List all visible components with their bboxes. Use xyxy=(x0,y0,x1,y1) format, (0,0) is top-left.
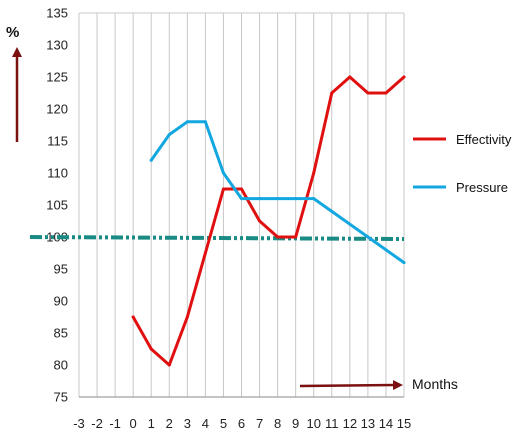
x-tick-label: 2 xyxy=(166,416,173,431)
x-tick-label: 5 xyxy=(220,416,227,431)
legend-label-pressure: Pressure xyxy=(456,180,508,195)
y-tick-label: 135 xyxy=(46,6,68,21)
data-point-effectivity xyxy=(185,315,189,319)
data-point-effectivity xyxy=(312,171,316,175)
data-point-effectivity xyxy=(402,75,406,79)
y-axis-label: % xyxy=(6,24,19,41)
x-tick-label: 10 xyxy=(306,416,320,431)
data-point-effectivity xyxy=(276,235,280,239)
data-point-pressure xyxy=(348,222,352,226)
x-tick-label: 7 xyxy=(256,416,263,431)
data-point-pressure xyxy=(276,197,280,201)
y-tick-label: 90 xyxy=(54,294,68,309)
y-tick-label: 115 xyxy=(47,134,68,149)
data-point-pressure xyxy=(312,197,316,201)
x-tick-label: -3 xyxy=(73,416,85,431)
series-line-effectivity xyxy=(131,75,406,367)
x-tick-label: 13 xyxy=(361,416,375,431)
data-point-pressure xyxy=(366,235,370,239)
x-tick-label: -2 xyxy=(91,416,103,431)
y-tick-label: 125 xyxy=(46,70,68,85)
x-tick-label: 3 xyxy=(184,416,191,431)
x-tick-label: 8 xyxy=(274,416,281,431)
data-point-pressure xyxy=(167,133,171,137)
data-point-effectivity xyxy=(366,91,370,95)
data-point-effectivity xyxy=(149,347,153,351)
data-point-pressure xyxy=(240,197,243,201)
data-point-pressure xyxy=(203,120,207,124)
y-tick-label: 75 xyxy=(54,390,68,405)
data-point-effectivity xyxy=(203,251,207,255)
data-point-effectivity xyxy=(240,187,243,191)
data-point-effectivity xyxy=(294,235,298,239)
data-point-pressure xyxy=(149,158,153,162)
legend-label-effectivity: Effectivity xyxy=(456,132,512,147)
x-tick-label: 1 xyxy=(148,416,155,431)
data-point-effectivity xyxy=(167,363,171,367)
data-point-pressure xyxy=(258,197,262,201)
data-point-pressure xyxy=(185,120,189,124)
y-tick-label: 130 xyxy=(46,38,68,53)
data-point-pressure xyxy=(402,261,406,265)
data-point-effectivity xyxy=(330,91,334,95)
x-tick-label: 6 xyxy=(238,416,245,431)
data-point-effectivity xyxy=(221,187,225,191)
x-tick-label: 9 xyxy=(292,416,299,431)
x-tick-label: 0 xyxy=(130,416,137,431)
reference-line-100 xyxy=(29,235,405,241)
y-tick-label: 110 xyxy=(47,166,68,181)
x-tick-label: 15 xyxy=(397,416,411,431)
x-tick-label: 14 xyxy=(379,416,393,431)
y-tick-label: 95 xyxy=(54,262,68,277)
x-tick-label: 11 xyxy=(325,416,339,431)
data-point-effectivity xyxy=(131,315,135,319)
x-axis-arrow xyxy=(299,380,403,391)
y-tick-label: 105 xyxy=(46,198,68,213)
data-point-effectivity xyxy=(384,91,388,95)
data-point-pressure xyxy=(221,171,225,175)
data-point-effectivity xyxy=(258,219,262,223)
data-point-pressure xyxy=(384,248,388,252)
x-tick-label: 12 xyxy=(343,416,357,431)
x-tick-label: 4 xyxy=(202,416,209,431)
data-point-effectivity xyxy=(348,75,352,79)
y-tick-label: 120 xyxy=(46,102,68,117)
x-tick-label: -1 xyxy=(109,416,121,431)
y-tick-label: 85 xyxy=(54,326,68,341)
data-point-pressure xyxy=(294,197,298,201)
y-tick-label: 80 xyxy=(54,358,68,373)
data-point-pressure xyxy=(330,209,334,213)
x-axis-label: Months xyxy=(412,376,458,392)
